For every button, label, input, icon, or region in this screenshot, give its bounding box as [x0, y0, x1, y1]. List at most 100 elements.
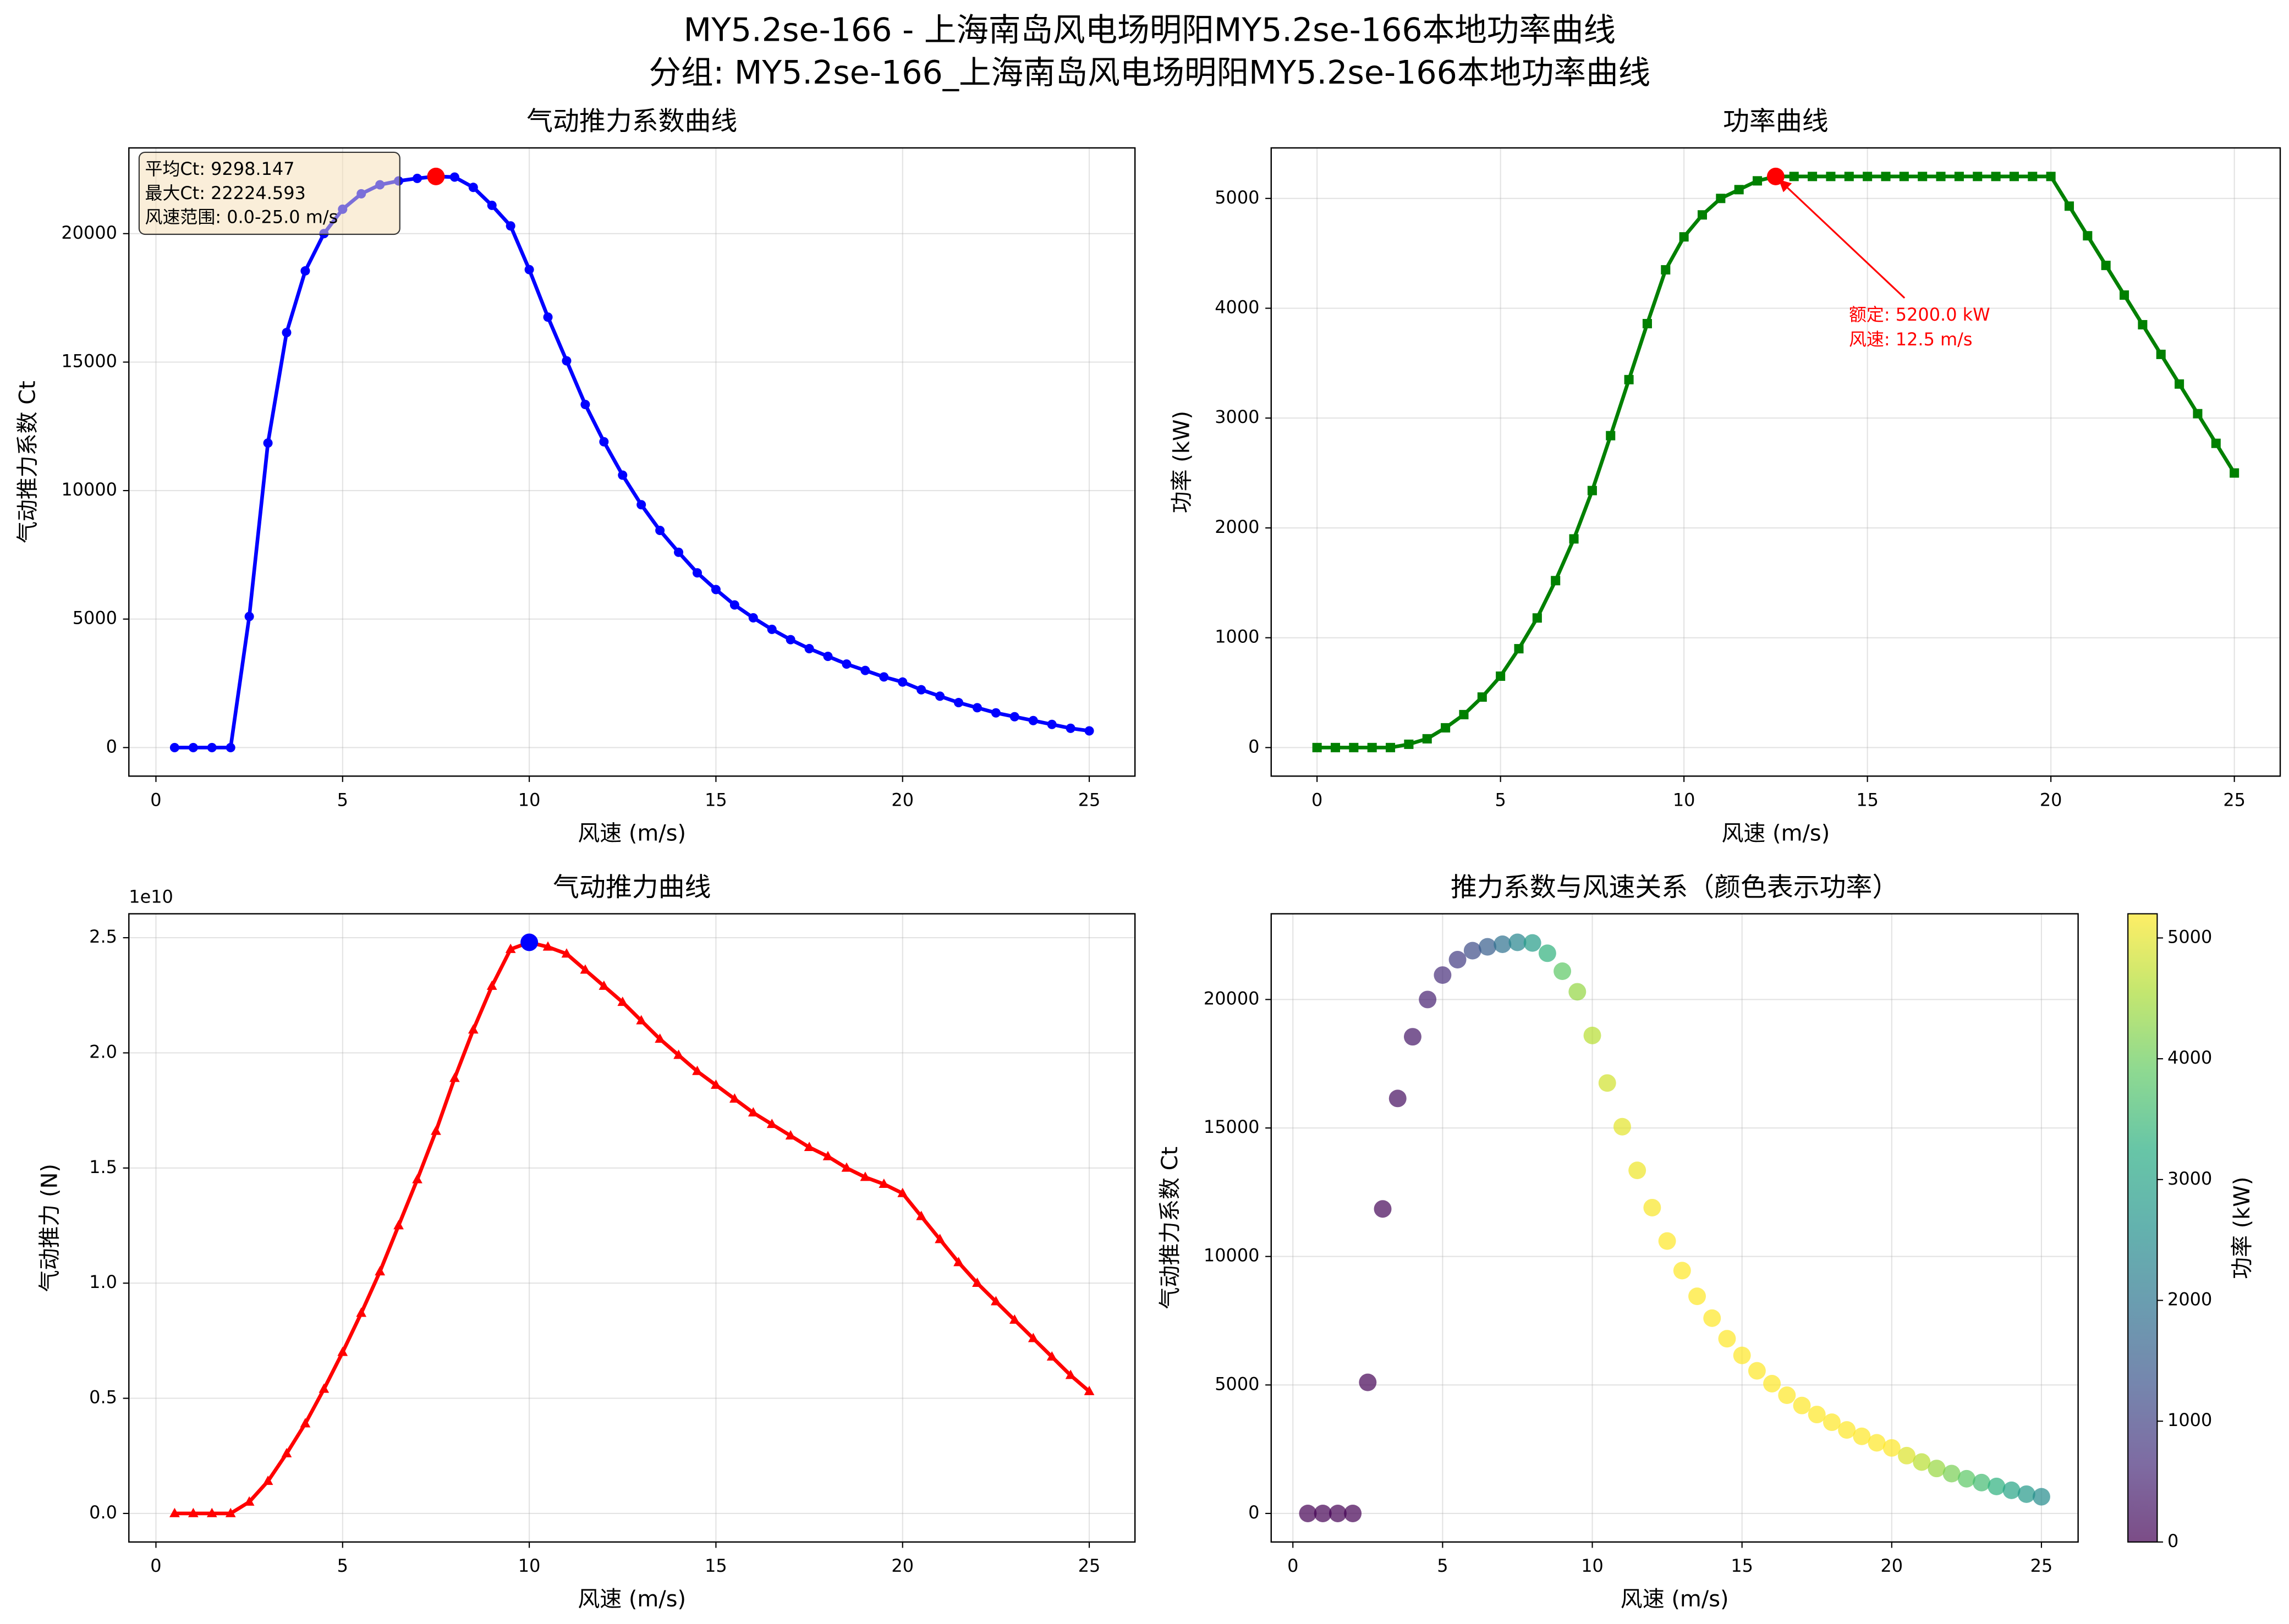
data-marker	[879, 1178, 890, 1188]
data-marker	[561, 948, 572, 958]
data-marker	[1496, 671, 1506, 681]
data-marker	[262, 1476, 273, 1485]
data-marker	[486, 980, 497, 990]
scatter-point	[1523, 934, 1541, 952]
data-marker	[2138, 320, 2148, 329]
annotation-arrow	[1778, 179, 1906, 299]
x-axis-label: 风速 (m/s)	[1621, 1587, 1729, 1612]
scatter-point	[1808, 1406, 1826, 1424]
data-marker	[1047, 719, 1057, 729]
data-marker	[972, 703, 982, 713]
y-tick-label: 0	[106, 736, 117, 757]
data-marker	[580, 400, 590, 410]
data-marker	[282, 328, 292, 338]
subplot: 0 5 10 15 20 25 0 5000 10000 15000 20000 推力系数与风速关系（…	[1157, 872, 2078, 1612]
data-marker	[1844, 172, 1854, 181]
data-marker	[2046, 172, 2056, 181]
colorbar-tick-label: 2000	[2167, 1289, 2212, 1310]
subplot-title: 气动推力曲线	[553, 872, 711, 902]
data-marker	[2175, 379, 2184, 389]
data-marker	[1863, 172, 1873, 181]
stats-text: 最大Ct: 22224.593	[145, 183, 306, 203]
x-tick-label: 10	[518, 1555, 541, 1576]
scatter-point	[1374, 1200, 1392, 1218]
y-tick-label: 20000	[1204, 988, 1260, 1009]
plot-area	[1271, 913, 2078, 1542]
max-marker	[520, 933, 539, 951]
y-tick-label: 3000	[1215, 406, 1259, 427]
data-marker	[431, 1125, 441, 1135]
data-marker	[860, 1171, 871, 1181]
x-tick-label: 15	[1856, 790, 1879, 811]
data-marker	[1028, 1333, 1039, 1342]
data-marker	[935, 1234, 945, 1243]
data-marker	[1532, 613, 1542, 623]
data-marker	[543, 312, 553, 322]
colorbar-tick-label: 1000	[2167, 1410, 2212, 1430]
data-marker	[300, 1418, 311, 1428]
scatter-point	[1494, 935, 1512, 953]
scatter-point	[1942, 1465, 1961, 1483]
data-marker	[1569, 534, 1579, 544]
colorbar-tick-label: 4000	[2167, 1047, 2212, 1068]
data-marker	[1084, 726, 1094, 736]
data-marker	[449, 1072, 460, 1082]
scatter-point	[1388, 1089, 1407, 1108]
data-marker	[1514, 644, 1524, 654]
plot-area	[129, 147, 1135, 777]
x-tick-label: 10	[518, 790, 541, 811]
x-tick-label: 15	[1731, 1555, 1753, 1576]
data-marker	[711, 585, 721, 594]
scatter-point	[1329, 1504, 1347, 1522]
data-marker	[898, 677, 908, 687]
data-marker	[1899, 172, 1909, 181]
data-marker	[468, 183, 478, 192]
y-tick-label: 0	[1248, 736, 1259, 757]
subplot-title: 气动推力系数曲线	[526, 107, 737, 137]
plot-frame	[128, 147, 1136, 777]
data-marker	[2083, 231, 2093, 241]
plot-frame	[128, 913, 1136, 1543]
data-marker	[655, 525, 665, 536]
data-marker	[804, 1141, 815, 1151]
data-marker	[1734, 185, 1744, 195]
data-marker	[1697, 210, 1708, 220]
scatter-point	[1403, 1028, 1421, 1046]
scatter-point	[2002, 1481, 2021, 1499]
data-marker	[786, 635, 795, 645]
data-marker	[991, 708, 1001, 718]
data-marker	[375, 1266, 386, 1276]
plot-area	[1271, 147, 2281, 777]
data-marker	[2120, 290, 2129, 300]
data-line	[174, 940, 1091, 1516]
data-marker	[1312, 742, 1322, 752]
x-tick-label: 10	[1581, 1555, 1604, 1576]
data-marker	[636, 500, 646, 510]
data-marker	[841, 1162, 852, 1172]
y-tick-label: 15000	[1204, 1116, 1260, 1137]
y-tick-label: 0.5	[89, 1387, 117, 1408]
data-marker	[1404, 739, 1414, 749]
scatter-point	[1463, 942, 1481, 960]
x-tick-label: 20	[2040, 790, 2062, 811]
scatter-point	[1613, 1117, 1631, 1136]
data-marker	[1066, 723, 1075, 733]
stats-box	[138, 151, 400, 235]
scatter-point	[2032, 1488, 2050, 1506]
data-marker	[207, 742, 217, 752]
data-marker	[1349, 742, 1359, 752]
data-marker	[954, 698, 964, 708]
data-marker	[2211, 438, 2221, 448]
data-marker	[692, 568, 702, 578]
y-tick-label: 1000	[1215, 626, 1259, 647]
y-tick-label: 10000	[1204, 1245, 1260, 1266]
data-marker	[674, 547, 684, 557]
data-marker	[412, 1174, 422, 1183]
data-marker	[226, 742, 235, 752]
y-axis-label: 气动推力系数 Ct	[15, 381, 41, 543]
data-marker	[2230, 468, 2239, 478]
data-marker	[692, 1065, 702, 1075]
data-marker	[599, 437, 609, 447]
data-marker	[1551, 576, 1561, 586]
data-marker	[1009, 1314, 1020, 1324]
